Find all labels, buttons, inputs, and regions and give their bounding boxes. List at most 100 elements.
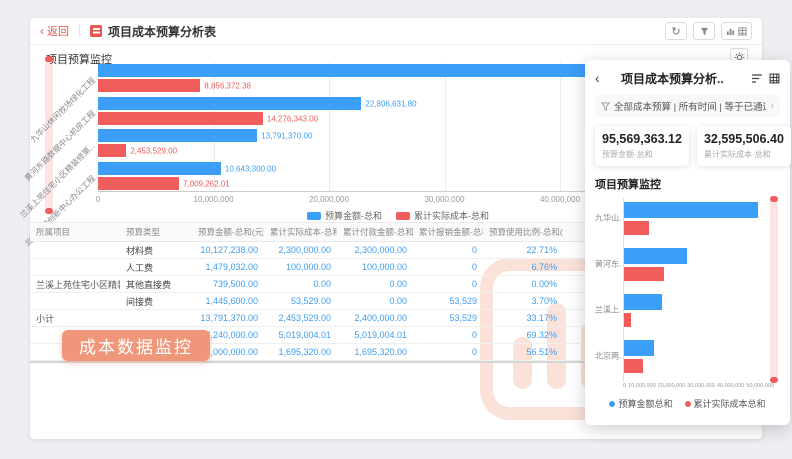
report-doc-icon <box>90 25 102 37</box>
gridline <box>444 62 446 191</box>
panel-datazoom-slider[interactable] <box>770 196 778 383</box>
column-header: 所属项目 <box>36 227 71 237</box>
legend-dot <box>609 400 616 407</box>
stat-card: 32,595,506.40 累计实际成本·总和 <box>696 126 791 166</box>
stat-label: 累计实际成本·总和 <box>703 150 771 159</box>
panel-category-label: 九华山.. <box>595 213 621 223</box>
chart-x-axis: 0 10,000,000 20,000,000 30,000,000 40,000,00… <box>30 195 762 205</box>
table-view-button[interactable] <box>769 73 780 84</box>
page-title: 项目成本预算分析表 <box>108 24 217 39</box>
table-cell: 0.00 <box>313 279 331 289</box>
gridline <box>213 62 215 191</box>
datazoom-handle-bottom[interactable] <box>45 208 53 214</box>
legend-label: 累计实际成本总和 <box>693 399 766 409</box>
actual-cost-bar <box>624 359 644 373</box>
table-cell: 兰溪上苑住宅小区精装修第... <box>36 279 120 290</box>
cost-monitor-badge: 成本数据监控 <box>62 330 210 361</box>
panel-back-chevron-icon[interactable]: ‹ <box>595 70 600 86</box>
back-button[interactable]: ‹ 返回 <box>40 23 69 39</box>
stat-value: 32,595,506.40 <box>703 132 784 146</box>
panel-datazoom-handle-top[interactable] <box>770 196 778 202</box>
table-cell: 56.51% <box>526 347 557 357</box>
legend-item[interactable]: 累计实际成本总和 <box>684 397 766 410</box>
table-cell: 2,400,000.00 <box>354 313 407 323</box>
axis-tick-label: 20,000,000 <box>308 195 350 204</box>
stat-value: 95,569,363.12 <box>602 132 682 146</box>
legend-item[interactable]: 预算金额总和 <box>609 397 673 410</box>
bar-value-label: 7,009,262.01 <box>182 179 230 188</box>
table-cell <box>120 310 192 326</box>
table-cell: 10,127,238.00 <box>200 245 258 255</box>
table-cell: 3,000,000.00 <box>205 347 258 357</box>
budget-bar <box>624 294 663 310</box>
watermark-bar <box>547 303 566 389</box>
panel-header: ‹ 项目成本预算分析.. <box>595 68 780 88</box>
stat-label: 预算金额·总和 <box>602 150 653 159</box>
actual-cost-bar <box>98 144 127 157</box>
table-cell: 1,479,032.00 <box>205 262 258 272</box>
panel-filter-text: 全部成本预算 | 所有时间 | 等于已通过 <box>614 102 767 113</box>
budget-bar <box>624 340 654 356</box>
panel-chart-legend: 预算金额总和 累计实际成本总和 <box>595 397 780 410</box>
axis-tick-label: 30,000,000 <box>687 383 715 389</box>
table-cell: 6.76% <box>531 262 557 272</box>
axis-tick-label: 20,000,000 <box>657 383 686 389</box>
legend-item[interactable]: 预算金额-总和 <box>307 209 382 222</box>
table-cell: 0 <box>471 347 477 357</box>
watermark-bar <box>513 337 532 389</box>
table-cell: 13,791,370.00 <box>200 313 258 323</box>
budget-bar <box>98 96 362 110</box>
sort-list-icon <box>752 73 762 83</box>
table-cell: 3.70% <box>531 296 557 306</box>
chart-legend: 预算金额-总和 累计实际成本-总和 <box>98 209 698 222</box>
table-cell: 53,529 <box>449 313 477 323</box>
column-header: 累计付款金额-总和(元) <box>343 227 413 237</box>
axis-tick-label: 10,000,000 <box>628 383 656 389</box>
axis-tick-label: 40,000,000 <box>539 195 581 204</box>
table-row: 间接费 1,445,600.00 53,529.00 0.00 53,529 3.70% <box>30 293 762 310</box>
budget-bar <box>98 64 657 77</box>
back-chevron-icon: ‹ <box>40 24 44 38</box>
panel-title: 项目成本预算分析.. <box>621 71 724 86</box>
back-label: 返回 <box>47 26 69 38</box>
panel-filter-bar[interactable]: 全部成本预算 | 所有时间 | 等于已通过 › <box>595 95 780 117</box>
legend-swatch <box>307 211 321 220</box>
actual-cost-bar <box>98 111 263 125</box>
table-cell: 0 <box>471 279 477 289</box>
actual-cost-bar <box>624 313 631 327</box>
mobile-preview-panel: ‹ 项目成本预算分析.. 全部成本预算 | 所有时间 | 等于已通过 › 95,… <box>585 60 791 425</box>
table-row: 兰溪上苑住宅小区精装修第... 其他直接费 739,500.00 0.00 0.00 0 0… <box>30 276 762 293</box>
bar-value-label: 8,856,372.38 <box>204 81 251 91</box>
column-header: 预算使用比例-总和(%) <box>489 227 563 237</box>
grid-icon <box>738 26 747 36</box>
section-title: 项目预算监控 <box>46 54 112 66</box>
axis-tick-label: 50,000,000 <box>746 383 774 389</box>
view-toggle-button[interactable] <box>721 22 752 40</box>
table-cell: 739,500.00 <box>212 279 258 289</box>
sort-button[interactable] <box>751 73 763 84</box>
stat-card: 95,569,363.12 预算金额·总和 <box>595 126 689 166</box>
axis-tick-label: 0 <box>623 383 627 389</box>
filter-button[interactable] <box>693 22 715 40</box>
datazoom-handle-top[interactable] <box>45 56 53 62</box>
panel-chart-x-axis: 0 10,000,000 20,000,000 30,000,000 40,000,00… <box>623 383 774 389</box>
table-cell: 7,240,000.00 <box>205 330 258 340</box>
refresh-button[interactable]: ↻ <box>665 22 687 40</box>
table-cell: 2,300,000.00 <box>278 245 331 255</box>
table-cell: 人工费 <box>126 262 154 273</box>
legend-item[interactable]: 累计实际成本-总和 <box>396 209 489 222</box>
actual-cost-bar <box>98 176 179 190</box>
panel-datazoom-handle-bottom[interactable] <box>770 377 778 383</box>
datazoom-slider[interactable] <box>45 56 53 214</box>
panel-stats: 95,569,363.12 预算金额·总和 32,595,506.40 累计实际成本·… <box>595 126 791 166</box>
table-row: 人工费 1,479,032.00 100,000.00 100,000.00 0 6.76… <box>30 259 762 276</box>
column-header: 累计实际成本-总和(元) <box>270 227 337 237</box>
budget-chart: 8,856,372.38 22,806,631.80 14,276,343.00 13… <box>18 56 762 248</box>
budget-bar <box>98 161 221 175</box>
table-cell: 其他直接费 <box>126 279 172 290</box>
panel-chart: 九华山.. 黄河东.. 兰溪上.. 北京两.. 0 10,000,000 20,000,0… <box>595 196 780 410</box>
refresh-icon: ↻ <box>671 25 681 38</box>
table-header-row: 所属项目 预算类型 预算金额-总和(元) 累计实际成本-总和(元) 累计付款金额-总和(… <box>30 223 762 242</box>
table-cell: 0.00 <box>389 279 407 289</box>
table-cell <box>30 242 120 258</box>
